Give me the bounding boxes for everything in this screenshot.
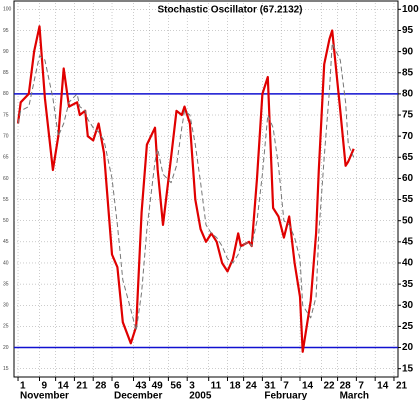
y-tick-label-left: 90 [3, 49, 9, 55]
x-tick-label: 11 [211, 381, 222, 392]
y-tick-label: 30 [402, 300, 414, 311]
x-tick-label: 7 [358, 381, 364, 392]
y-tick-label-left: 15 [3, 366, 9, 372]
plot-frame [13, 0, 399, 378]
y-tick-label: 45 [402, 236, 414, 247]
y-tick-label: 50 [402, 215, 414, 226]
y-tick-label-left: 95 [3, 28, 9, 34]
x-tick-label: 14 [58, 381, 70, 392]
y-tick-label: 35 [402, 279, 414, 290]
y-tick-label: 20 [402, 342, 414, 353]
month-label: December [114, 391, 162, 400]
month-label: March [340, 391, 369, 400]
y-tick-label-left: 85 [3, 70, 9, 76]
chart-title: Stochastic Oscillator (67.2132) [157, 5, 302, 16]
x-tick-label: 14 [377, 381, 389, 392]
x-tick-label: 28 [95, 381, 107, 392]
x-tick-label: 28 [340, 381, 352, 392]
x-tick-label: 14 [302, 381, 314, 392]
series-line [17, 42, 355, 332]
y-tick-label: 75 [402, 110, 414, 121]
x-tick-label: 3 [189, 381, 195, 392]
y-tick-label: 65 [402, 152, 414, 163]
series-line [16, 25, 355, 353]
y-tick-label: 40 [402, 258, 414, 269]
y-tick-label: 80 [402, 89, 414, 100]
y-tick-label-left: 65 [3, 155, 9, 161]
y-tick-label: 60 [402, 173, 414, 184]
x-tick-label: 31 [264, 381, 276, 392]
x-tick-label: 21 [396, 381, 408, 392]
y-tick-label-left: 45 [3, 239, 9, 245]
x-tick-label: 9 [42, 381, 48, 392]
y-tick-label-left: 25 [3, 324, 9, 330]
x-tick-label: 21 [76, 381, 88, 392]
y-tick-label-left: 20 [3, 345, 9, 351]
x-tick-label: 56 [170, 381, 182, 392]
y-tick-label: 90 [402, 46, 414, 57]
x-tick-label: 43 [135, 381, 147, 392]
x-tick-label: 49 [152, 381, 164, 392]
y-tick-label-left: 100 [3, 7, 12, 13]
y-tick-label-left: 60 [3, 176, 9, 182]
month-label: 2005 [189, 391, 212, 400]
y-tick-label: 85 [402, 67, 414, 78]
y-tick-label-left: 70 [3, 133, 9, 139]
y-tick-label-left: 55 [3, 197, 9, 203]
x-tick-label: 22 [323, 381, 335, 392]
y-tick-label: 15 [402, 363, 414, 374]
y-tick-label-left: 75 [3, 112, 9, 118]
y-tick-label: 100 [402, 4, 419, 15]
x-tick-label: 6 [114, 381, 120, 392]
y-tick-label: 70 [402, 131, 414, 142]
x-tick-label: 1 [20, 381, 26, 392]
y-tick-label-left: 30 [3, 303, 9, 309]
y-tick-label: 55 [402, 194, 414, 205]
y-tick-label-left: 80 [3, 91, 9, 97]
y-tick-label: 95 [402, 25, 414, 36]
month-label: November [20, 391, 69, 400]
y-tick-label: 25 [402, 321, 414, 332]
x-tick-label: 7 [283, 381, 289, 392]
month-label: February [264, 391, 307, 400]
y-tick-label-left: 40 [3, 260, 9, 266]
y-tick-label-left: 35 [3, 281, 9, 287]
y-tick-label-left: 50 [3, 218, 9, 224]
x-tick-label: 18 [229, 381, 241, 392]
x-tick-label: 24 [246, 381, 258, 392]
